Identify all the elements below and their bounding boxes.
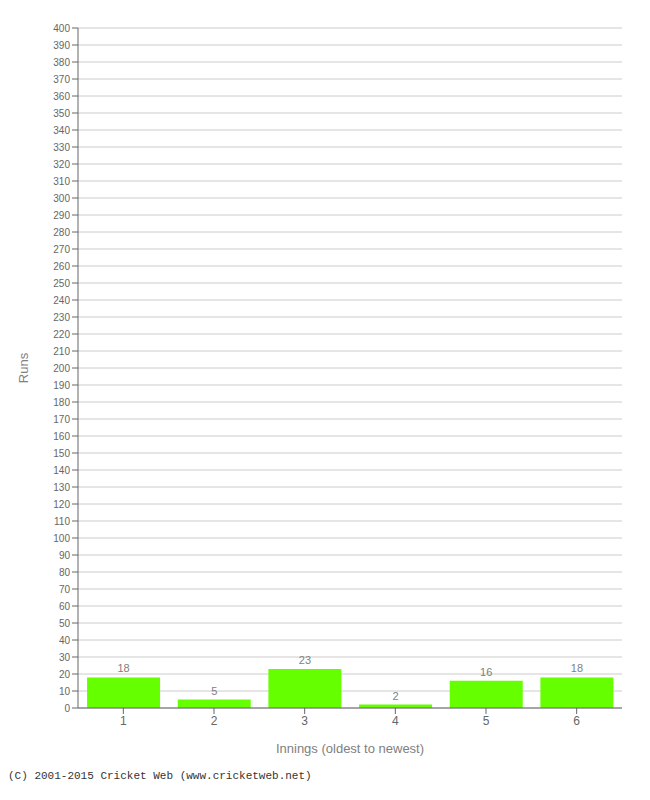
svg-text:2: 2 — [211, 714, 218, 728]
svg-text:40: 40 — [59, 635, 71, 646]
svg-text:390: 390 — [53, 40, 70, 51]
svg-text:250: 250 — [53, 278, 70, 289]
svg-text:110: 110 — [54, 516, 70, 527]
svg-text:5: 5 — [211, 685, 217, 697]
svg-text:18: 18 — [571, 662, 583, 674]
svg-text:160: 160 — [53, 431, 70, 442]
svg-text:80: 80 — [59, 567, 71, 578]
svg-text:350: 350 — [53, 108, 70, 119]
svg-text:60: 60 — [59, 601, 71, 612]
svg-text:50: 50 — [59, 618, 71, 629]
svg-text:260: 260 — [53, 261, 70, 272]
svg-text:190: 190 — [53, 380, 70, 391]
svg-text:1: 1 — [120, 714, 127, 728]
svg-text:200: 200 — [53, 363, 70, 374]
svg-text:16: 16 — [480, 666, 492, 678]
svg-text:130: 130 — [53, 482, 70, 493]
svg-text:5: 5 — [483, 714, 490, 728]
svg-text:370: 370 — [53, 74, 70, 85]
svg-text:230: 230 — [53, 312, 70, 323]
svg-text:20: 20 — [59, 669, 71, 680]
svg-text:4: 4 — [392, 714, 399, 728]
svg-text:70: 70 — [59, 584, 71, 595]
svg-text:Innings (oldest to newest): Innings (oldest to newest) — [276, 741, 424, 756]
svg-text:18: 18 — [117, 662, 129, 674]
svg-text:2: 2 — [393, 690, 399, 702]
svg-text:170: 170 — [53, 414, 70, 425]
svg-text:340: 340 — [53, 125, 70, 136]
svg-text:150: 150 — [53, 448, 70, 459]
svg-text:30: 30 — [59, 652, 71, 663]
svg-text:23: 23 — [299, 654, 311, 666]
svg-text:120: 120 — [53, 499, 70, 510]
html-text:(C) 2001-2015 Cricket Web (www: (C) 2001-2015 Cricket Web (www.cricketwe… — [8, 770, 312, 782]
svg-text:380: 380 — [53, 57, 70, 68]
svg-text:90: 90 — [59, 550, 71, 561]
svg-text:360: 360 — [53, 91, 70, 102]
svg-text:Runs: Runs — [16, 352, 31, 383]
svg-text:240: 240 — [53, 295, 70, 306]
svg-text:180: 180 — [53, 397, 70, 408]
svg-text:210: 210 — [53, 346, 70, 357]
svg-text:300: 300 — [53, 193, 70, 204]
svg-text:10: 10 — [59, 686, 71, 697]
svg-text:270: 270 — [53, 244, 70, 255]
svg-text:0: 0 — [64, 703, 70, 714]
svg-text:100: 100 — [53, 533, 70, 544]
svg-text:290: 290 — [53, 210, 70, 221]
svg-text:400: 400 — [53, 23, 70, 34]
svg-text:330: 330 — [53, 142, 70, 153]
svg-text:140: 140 — [53, 465, 70, 476]
svg-text:280: 280 — [53, 227, 70, 238]
svg-text:220: 220 — [53, 329, 70, 340]
svg-text:320: 320 — [53, 159, 70, 170]
svg-text:3: 3 — [301, 714, 308, 728]
svg-text:310: 310 — [53, 176, 70, 187]
svg-text:6: 6 — [573, 714, 580, 728]
